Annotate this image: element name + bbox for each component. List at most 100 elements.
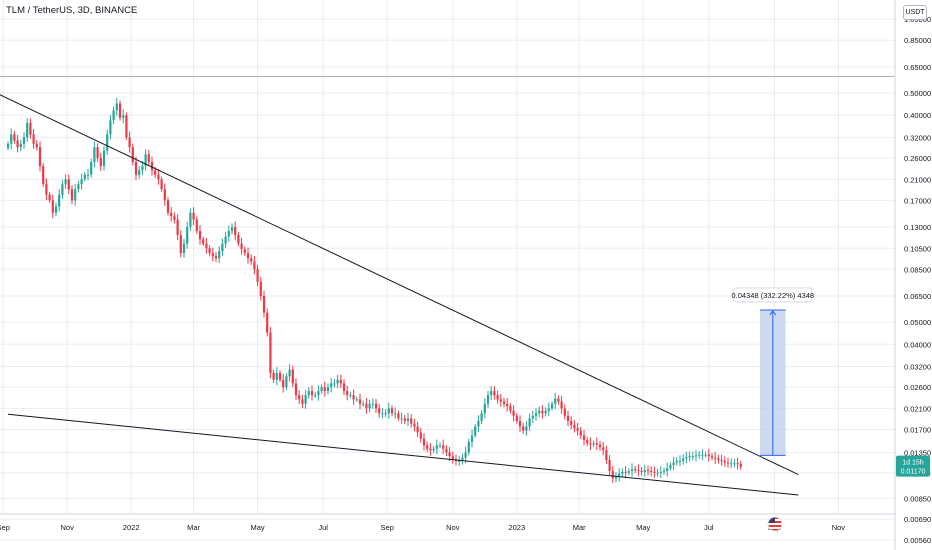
candle-body xyxy=(64,179,67,185)
candle-body xyxy=(698,454,701,456)
candle-body xyxy=(157,174,160,180)
candle-body xyxy=(237,234,240,244)
candle-body xyxy=(163,189,166,201)
candle-body xyxy=(307,391,310,396)
candle-body xyxy=(138,170,141,175)
candle-body xyxy=(502,401,506,404)
us-flag-icon[interactable] xyxy=(767,516,783,532)
measure-arrow-head xyxy=(769,310,777,316)
price-axis: 1.050000.850000.650000.500000.400000.320… xyxy=(904,15,931,545)
candle-body xyxy=(470,435,474,442)
candle-body xyxy=(26,122,29,138)
candle-body xyxy=(432,448,435,451)
price-tick-label: 0.04000 xyxy=(904,340,931,349)
candle-body xyxy=(381,413,384,415)
candle-body xyxy=(662,470,666,472)
candle-body xyxy=(400,418,403,420)
candle-body xyxy=(723,460,726,463)
price-tick-label: 0.01350 xyxy=(904,448,931,457)
candle-body xyxy=(515,415,518,422)
candle-body xyxy=(166,200,170,213)
candle-body xyxy=(397,413,400,419)
candle-body xyxy=(282,379,285,388)
price-tick-label: 0.10500 xyxy=(904,244,931,253)
candle-body xyxy=(637,470,640,472)
candle-body xyxy=(554,398,557,404)
price-tick-label: 0.02600 xyxy=(904,383,931,392)
price-tick-label: 0.00690 xyxy=(904,515,931,524)
candle-body xyxy=(566,415,570,422)
candle-body xyxy=(246,253,250,259)
candle-body xyxy=(486,395,490,404)
candle-body xyxy=(115,103,118,111)
candle-body xyxy=(131,147,134,162)
candle-body xyxy=(243,249,246,254)
candle-body xyxy=(576,428,579,431)
countdown-label: 1d 15h xyxy=(902,460,924,467)
candle-body xyxy=(416,426,419,433)
candle-body xyxy=(349,395,352,397)
candle-body xyxy=(522,426,525,431)
measure-label-box xyxy=(733,287,813,303)
candle-body xyxy=(218,251,221,259)
grid-layer xyxy=(0,0,895,541)
candle-body xyxy=(374,403,378,409)
candle-body xyxy=(106,134,109,151)
candle-body xyxy=(16,140,19,148)
candle-body xyxy=(214,256,218,259)
candle-body xyxy=(675,460,678,463)
trendline-upper-resistance xyxy=(0,94,799,476)
price-tick-label: 0.65000 xyxy=(904,63,931,72)
candle-body xyxy=(80,179,83,185)
trendline-lower-support xyxy=(7,413,799,496)
candle-body xyxy=(646,470,650,472)
candle-body xyxy=(285,376,288,388)
time-tick-label: 2023 xyxy=(508,523,525,532)
candle-body xyxy=(61,184,64,195)
candle-body xyxy=(490,391,493,396)
candle-body xyxy=(118,103,122,118)
candle-body xyxy=(739,464,742,467)
candle-body xyxy=(38,147,42,167)
measure-label: 0.04348 (332.22%) 4348 xyxy=(732,291,815,300)
candle-body xyxy=(134,161,138,175)
candle-body xyxy=(579,430,582,436)
candle-body xyxy=(528,418,531,427)
price-tick-label: 0.40000 xyxy=(904,111,931,120)
candle-body xyxy=(275,372,278,380)
candle-body xyxy=(45,184,48,195)
candle-body xyxy=(656,472,659,474)
price-tick-label: 0.01700 xyxy=(904,425,931,434)
candle-body xyxy=(294,383,298,396)
candle-body xyxy=(384,413,387,415)
candle-body xyxy=(451,456,454,460)
candle-body xyxy=(403,418,406,422)
candle-body xyxy=(128,137,131,148)
candle-body xyxy=(125,115,128,138)
candle-body xyxy=(355,399,358,401)
candle-body xyxy=(493,391,496,396)
candle-body xyxy=(630,469,634,471)
current-price-label: 0.01170 xyxy=(901,469,926,476)
candle-body xyxy=(173,216,176,220)
candle-body xyxy=(714,457,717,459)
currency-button[interactable]: USDT xyxy=(903,5,927,20)
candle-body xyxy=(288,369,291,377)
candle-body xyxy=(650,470,653,472)
candle-body xyxy=(582,435,586,440)
candle-body xyxy=(182,243,186,254)
candle-body xyxy=(653,471,656,473)
candle-body xyxy=(557,398,560,402)
candle-body xyxy=(608,460,611,471)
candle-body xyxy=(29,122,32,135)
candle-body xyxy=(733,463,736,465)
candle-body xyxy=(518,421,522,427)
candle-body xyxy=(269,332,272,373)
candle-body xyxy=(147,154,150,162)
candle-body xyxy=(448,452,451,457)
candle-body xyxy=(598,444,602,448)
candle-body xyxy=(86,174,90,176)
candle-body xyxy=(605,450,608,461)
